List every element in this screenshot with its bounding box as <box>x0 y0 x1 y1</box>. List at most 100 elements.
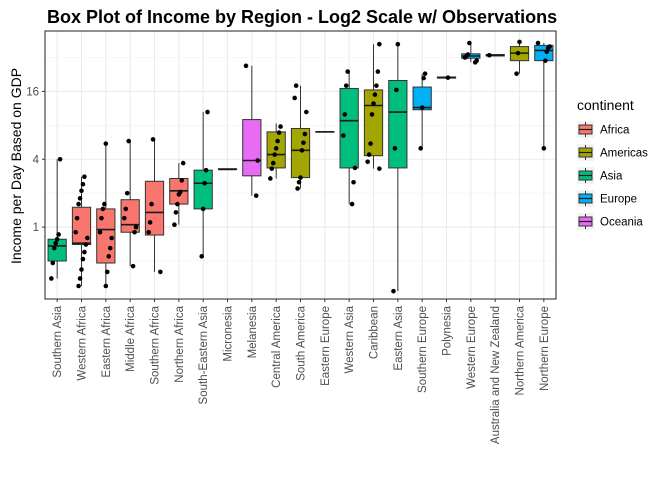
observation-point <box>368 141 373 146</box>
legend-label: Asia <box>600 171 623 183</box>
observation-point <box>51 245 57 251</box>
x-tick-label: Eastern Europe <box>320 306 332 386</box>
observation-point <box>82 249 87 255</box>
observation-point <box>102 201 107 207</box>
observation-point <box>200 206 206 212</box>
observation-point <box>541 146 547 151</box>
observation-point <box>107 245 113 251</box>
observation-point <box>418 146 424 151</box>
observation-point <box>276 130 282 135</box>
y-tick-label: 4 <box>33 154 40 166</box>
observation-point <box>149 201 154 207</box>
plot-area: 1 4 16 Southern Asia Western Africa Eastern A… <box>26 30 557 444</box>
observation-point <box>351 179 356 185</box>
observation-point <box>100 206 106 212</box>
x-tick-label: South-Eastern Asia <box>198 305 210 404</box>
observation-point <box>147 220 153 225</box>
observation-point <box>203 167 209 173</box>
observation-point <box>295 186 300 191</box>
observation-point <box>79 188 84 194</box>
observation-point <box>374 83 379 88</box>
observation-point <box>345 69 351 74</box>
legend: Africa Americas Asia Europe Oceania <box>577 121 648 230</box>
observation-point <box>349 201 355 207</box>
legend-label: Oceania <box>600 217 643 229</box>
observation-point <box>394 87 399 93</box>
observation-point <box>377 41 382 47</box>
box <box>339 87 359 169</box>
observation-point <box>487 52 492 58</box>
observation-point <box>243 63 249 69</box>
observation-point <box>126 138 132 144</box>
observation-point <box>270 160 276 166</box>
observation-point <box>104 269 110 275</box>
observation-point <box>268 176 273 181</box>
observation-point <box>77 276 83 281</box>
observation-point <box>292 95 297 101</box>
observation-point <box>369 112 375 117</box>
observation-point <box>54 236 60 242</box>
observation-point <box>542 58 548 63</box>
box <box>290 127 311 179</box>
x-tick-label: Caribbean <box>369 306 381 359</box>
observation-point <box>76 201 81 207</box>
observation-point <box>173 210 179 215</box>
observation-point <box>535 40 541 46</box>
observation-point <box>273 146 279 151</box>
x-tick-label: Southern Europe <box>417 306 429 393</box>
observation-point <box>343 83 349 88</box>
observation-point <box>392 146 398 151</box>
observation-point <box>419 105 425 110</box>
observation-point <box>179 178 185 183</box>
observation-point <box>269 166 275 171</box>
observation-point <box>177 189 183 195</box>
observation-point <box>422 71 428 76</box>
x-tick-label: Southern Africa <box>150 305 162 384</box>
y-tick-label: 1 <box>33 222 39 234</box>
observation-point <box>103 283 109 289</box>
observation-point <box>130 263 136 269</box>
observation-point <box>377 166 382 171</box>
observation-point <box>80 181 86 187</box>
x-tick-label: Australia and New Zealand <box>490 306 502 444</box>
observation-point <box>50 260 56 266</box>
chart-title: Box Plot of Income by Region - Log2 Scal… <box>47 7 557 27</box>
observation-point <box>372 92 378 97</box>
observation-point <box>158 269 163 275</box>
x-tick-label: South America <box>296 305 308 380</box>
observation-point <box>172 222 177 227</box>
observation-point <box>132 229 137 235</box>
observation-point <box>301 140 306 146</box>
observation-point <box>76 283 81 289</box>
observation-point <box>79 267 84 272</box>
observation-point <box>109 235 114 241</box>
observation-point <box>77 196 83 201</box>
observation-point <box>253 193 259 198</box>
observation-point <box>547 44 552 49</box>
observation-point <box>391 288 396 294</box>
box <box>193 169 213 210</box>
x-tick-label: Eastern Africa <box>101 305 113 377</box>
observation-point <box>82 174 87 180</box>
observation-point <box>467 40 472 46</box>
x-tick-label: Northern Europe <box>539 306 551 391</box>
x-tick-label: Northern America <box>515 305 527 395</box>
observation-point <box>205 109 210 115</box>
observation-point <box>302 131 308 137</box>
observation-point <box>299 148 305 153</box>
observation-point <box>99 215 104 221</box>
observation-point <box>296 179 302 185</box>
observation-point <box>421 75 426 81</box>
observation-point <box>56 232 61 237</box>
observation-point <box>278 124 283 129</box>
observation-point <box>352 165 358 171</box>
x-tick-label: Polynesia <box>442 305 454 355</box>
legend-label: Americas <box>600 148 648 160</box>
observation-point <box>341 133 346 138</box>
observation-point <box>80 256 86 262</box>
observation-point <box>474 58 479 63</box>
observation-point <box>515 50 521 56</box>
observation-point <box>103 141 109 146</box>
observation-point <box>83 242 89 247</box>
observation-point <box>514 71 519 76</box>
